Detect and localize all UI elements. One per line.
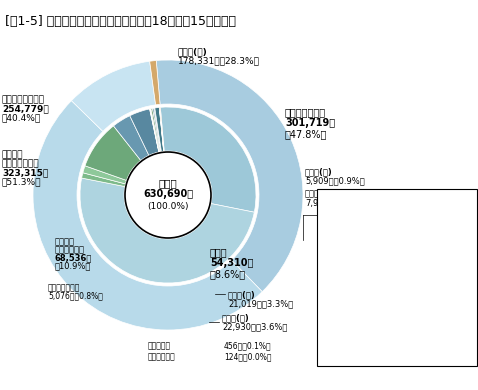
Text: 特定独立: 特定独立 — [55, 238, 75, 246]
Text: 136人(0.0%): 136人(0.0%) — [374, 232, 418, 241]
Text: 887人(0.1%): 887人(0.1%) — [374, 351, 418, 360]
Text: 1,753人(0.3%): 1,753人(0.3%) — [374, 266, 425, 275]
Text: 283人(0.0%): 283人(0.0%) — [374, 333, 418, 342]
Wedge shape — [150, 109, 159, 152]
Text: 21,019人（3.3%）: 21,019人（3.3%） — [228, 300, 293, 308]
Text: 研究職: 研究職 — [322, 266, 336, 275]
Text: 7,958人（1.3%）: 7,958人（1.3%） — [305, 199, 365, 207]
Text: 医療職(二): 医療職(二) — [322, 300, 347, 308]
Text: 124人(0.0%): 124人(0.0%) — [374, 248, 418, 257]
Text: 1,518人(0.2%): 1,518人(0.2%) — [374, 282, 425, 291]
Wedge shape — [150, 109, 159, 152]
Text: 行政法人職員: 行政法人職員 — [55, 245, 85, 255]
Wedge shape — [83, 166, 127, 184]
Text: （8.6%）: （8.6%） — [210, 269, 246, 279]
Text: 任期付研究員: 任期付研究員 — [148, 353, 176, 362]
Wedge shape — [150, 60, 160, 105]
Wedge shape — [151, 109, 159, 152]
Text: 特定独立: 特定独立 — [2, 151, 23, 160]
Text: 630,690人: 630,690人 — [143, 189, 193, 199]
Text: 医療職(三): 医療職(三) — [322, 317, 347, 326]
Wedge shape — [154, 108, 162, 152]
Text: 指定職: 指定職 — [322, 351, 336, 360]
Text: 福祉職: 福祉職 — [322, 333, 336, 342]
Text: （10.9%）: （10.9%） — [55, 262, 91, 271]
Text: 456人（0.1%）: 456人（0.1%） — [224, 342, 272, 351]
Text: （51.3%）: （51.3%） — [2, 177, 42, 186]
Text: 22,930人（3.6%）: 22,930人（3.6%） — [222, 323, 287, 332]
Text: 税務職: 税務職 — [210, 247, 228, 257]
Text: 124人（0.0%）: 124人（0.0%） — [224, 353, 272, 362]
Text: 421人(0.1%): 421人(0.1%) — [374, 215, 418, 223]
Wedge shape — [85, 126, 141, 181]
Text: 行政職(二): 行政職(二) — [305, 167, 333, 177]
Text: 給与法適用職員: 給与法適用職員 — [285, 107, 326, 117]
Wedge shape — [156, 60, 303, 292]
FancyBboxPatch shape — [317, 189, 477, 366]
Text: 1,004人(0.2%): 1,004人(0.2%) — [374, 300, 425, 308]
Text: 行政法人等職員: 行政法人等職員 — [2, 160, 40, 168]
Wedge shape — [113, 116, 149, 160]
Text: 公安職(二): 公安職(二) — [222, 314, 250, 323]
Wedge shape — [82, 173, 125, 186]
Text: 54,310人: 54,310人 — [210, 258, 253, 268]
Wedge shape — [33, 101, 262, 330]
Text: 日本郵政公社職員: 日本郵政公社職員 — [2, 96, 45, 105]
Wedge shape — [160, 107, 164, 151]
Wedge shape — [150, 109, 159, 152]
Text: 5,076人（0.8%）: 5,076人（0.8%） — [48, 291, 103, 301]
Wedge shape — [155, 107, 163, 151]
Text: 5,909人（0.9%）: 5,909人（0.9%） — [305, 177, 365, 186]
Text: 68,536人: 68,536人 — [55, 254, 92, 262]
Text: 給与特例法職員: 給与特例法職員 — [48, 284, 80, 292]
Text: 海事職(一): 海事職(一) — [322, 197, 347, 206]
Circle shape — [125, 152, 211, 238]
Text: 公安職(一): 公安職(一) — [228, 291, 256, 300]
Text: 任期付職員: 任期付職員 — [148, 342, 171, 351]
Wedge shape — [152, 108, 161, 152]
Text: 301,719人: 301,719人 — [285, 118, 335, 128]
Wedge shape — [80, 178, 254, 283]
Wedge shape — [151, 109, 160, 152]
Text: 254,779人: 254,779人 — [2, 105, 49, 113]
Text: （40.4%）: （40.4%） — [2, 113, 41, 122]
Wedge shape — [160, 107, 256, 212]
Text: 海事職(二): 海事職(二) — [322, 215, 347, 223]
Text: 教育職(一): 教育職(一) — [322, 232, 347, 241]
Text: 医療職(一): 医療職(一) — [322, 282, 347, 291]
Text: [図1-5] 職員の俸給表別在職状況（平成18年１月15日現在）: [図1-5] 職員の俸給表別在職状況（平成18年１月15日現在） — [5, 15, 236, 28]
Wedge shape — [130, 109, 159, 155]
Wedge shape — [71, 61, 156, 131]
Text: （47.8%）: （47.8%） — [285, 129, 327, 139]
Text: 専門行政職: 専門行政職 — [305, 190, 330, 199]
Text: 224人(0.0%): 224人(0.0%) — [374, 197, 418, 206]
Text: 4,912人(0.8%): 4,912人(0.8%) — [374, 317, 425, 326]
Wedge shape — [151, 108, 160, 152]
Text: 総　数: 総 数 — [159, 178, 177, 188]
Wedge shape — [151, 109, 160, 152]
Text: 323,315人: 323,315人 — [2, 168, 48, 177]
Text: 行政職(一): 行政職(一) — [178, 48, 208, 57]
Wedge shape — [159, 107, 164, 151]
Text: 178,331人（28.3%）: 178,331人（28.3%） — [178, 57, 260, 66]
Text: 教育職(二): 教育職(二) — [322, 248, 347, 257]
Text: (100.0%): (100.0%) — [147, 202, 189, 211]
